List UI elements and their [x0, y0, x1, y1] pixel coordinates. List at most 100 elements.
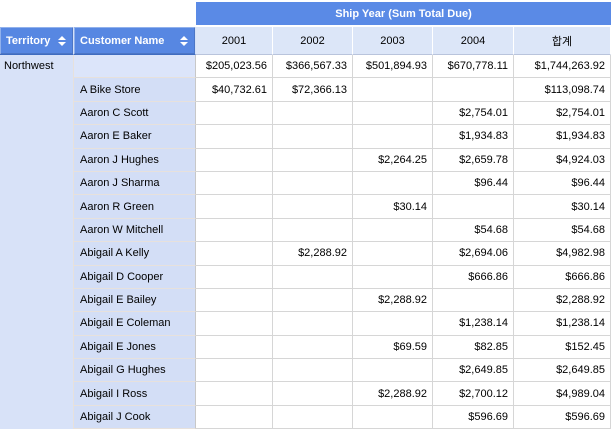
data-cell [353, 265, 433, 289]
data-cell: $82.85 [433, 335, 514, 360]
row-header-customer: Aaron J Sharma [74, 171, 196, 196]
data-cell: $69.59 [353, 335, 433, 360]
column-band-label: Ship Year (Sum Total Due) [335, 7, 472, 20]
row-header-customer: Abigail E Coleman [74, 312, 196, 336]
data-cell: $4,989.04 [514, 382, 611, 406]
column-band-header[interactable]: Ship Year (Sum Total Due) [196, 0, 611, 27]
data-cell: $4,924.03 [514, 148, 611, 172]
data-cell: $40,732.61 [196, 78, 273, 102]
data-cell [273, 288, 353, 313]
row-header-customer: Abigail E Jones [74, 335, 196, 360]
data-cell: $1,238.14 [433, 312, 514, 336]
sort-desc-icon [180, 41, 188, 46]
data-cell [273, 195, 353, 219]
data-cell: $2,754.01 [514, 101, 611, 126]
data-cell: $1,934.83 [514, 125, 611, 149]
data-cell [433, 78, 514, 102]
data-cell: $1,744,263.92 [514, 55, 611, 79]
data-cell [353, 78, 433, 102]
row-header-customer: Aaron C Scott [74, 101, 196, 126]
data-cell [196, 359, 273, 383]
row-header-customer [74, 55, 196, 79]
row-header-customer: A Bike Store [74, 78, 196, 102]
data-cell: $4,982.98 [514, 242, 611, 266]
data-cell: $205,023.56 [196, 55, 273, 79]
column-header-합계[interactable]: 합계 [514, 27, 611, 55]
data-cell: $666.86 [433, 265, 514, 289]
data-cell: $2,288.92 [353, 288, 433, 313]
column-header-2003[interactable]: 2003 [353, 27, 433, 55]
sort-icon[interactable] [58, 35, 66, 46]
column-header-2004[interactable]: 2004 [433, 27, 514, 55]
row-header-customer: Abigail A Kelly [74, 242, 196, 266]
data-cell [273, 265, 353, 289]
data-cell [196, 265, 273, 289]
data-cell [353, 242, 433, 266]
sort-icon[interactable] [180, 35, 188, 46]
data-cell [196, 405, 273, 430]
data-cell [433, 288, 514, 313]
data-cell [273, 405, 353, 430]
sort-desc-icon [58, 41, 66, 46]
data-cell: $54.68 [433, 218, 514, 243]
data-cell [196, 288, 273, 313]
data-cell: $2,649.85 [514, 359, 611, 383]
data-cell: $2,288.92 [273, 242, 353, 266]
data-cell [273, 148, 353, 172]
data-cell [273, 101, 353, 126]
data-cell: $1,934.83 [433, 125, 514, 149]
data-cell [273, 359, 353, 383]
data-cell: $366,567.33 [273, 55, 353, 79]
data-cell [273, 171, 353, 196]
data-cell [196, 335, 273, 360]
data-cell [273, 312, 353, 336]
data-cell [433, 195, 514, 219]
column-header-2002[interactable]: 2002 [273, 27, 353, 55]
row-header-customer: Abigail J Cook [74, 405, 196, 430]
data-cell: $54.68 [514, 218, 611, 243]
field-header-territory[interactable]: Territory [0, 27, 74, 55]
corner-spacer [0, 0, 196, 27]
data-cell: $2,649.85 [433, 359, 514, 383]
data-cell: $501,894.93 [353, 55, 433, 79]
field-header-customer-name[interactable]: Customer Name [74, 27, 196, 55]
data-cell: $2,694.06 [433, 242, 514, 266]
data-cell [353, 101, 433, 126]
data-cell: $2,264.25 [353, 148, 433, 172]
data-cell [273, 335, 353, 360]
data-cell: $2,754.01 [433, 101, 514, 126]
data-cell [196, 148, 273, 172]
data-cell: $2,700.12 [433, 382, 514, 406]
data-cell [353, 125, 433, 149]
data-cell [196, 218, 273, 243]
data-cell [273, 218, 353, 243]
data-cell: $152.45 [514, 335, 611, 360]
row-header-customer: Abigail E Bailey [74, 288, 196, 313]
data-cell [353, 359, 433, 383]
column-header-2001[interactable]: 2001 [196, 27, 273, 55]
data-cell [196, 101, 273, 126]
row-header-customer: Abigail D Cooper [74, 265, 196, 289]
data-cell: $30.14 [514, 195, 611, 219]
row-header-customer: Aaron J Hughes [74, 148, 196, 172]
sort-asc-icon [180, 35, 188, 40]
data-cell: $596.69 [433, 405, 514, 430]
row-header-customer: Aaron E Baker [74, 125, 196, 149]
data-cell [273, 382, 353, 406]
data-cell [353, 312, 433, 336]
data-cell: $1,238.14 [514, 312, 611, 336]
data-cell: $2,288.92 [514, 288, 611, 313]
row-header-customer: Abigail G Hughes [74, 359, 196, 383]
data-cell: $670,778.11 [433, 55, 514, 79]
data-cell [196, 171, 273, 196]
data-cell: $2,288.92 [353, 382, 433, 406]
row-header-territory: Northwest [0, 55, 74, 430]
sort-asc-icon [58, 35, 66, 40]
data-cell: $96.44 [433, 171, 514, 196]
data-cell [196, 312, 273, 336]
data-cell: $2,659.78 [433, 148, 514, 172]
data-cell [353, 171, 433, 196]
data-cell: $96.44 [514, 171, 611, 196]
row-header-customer: Aaron W Mitchell [74, 218, 196, 243]
